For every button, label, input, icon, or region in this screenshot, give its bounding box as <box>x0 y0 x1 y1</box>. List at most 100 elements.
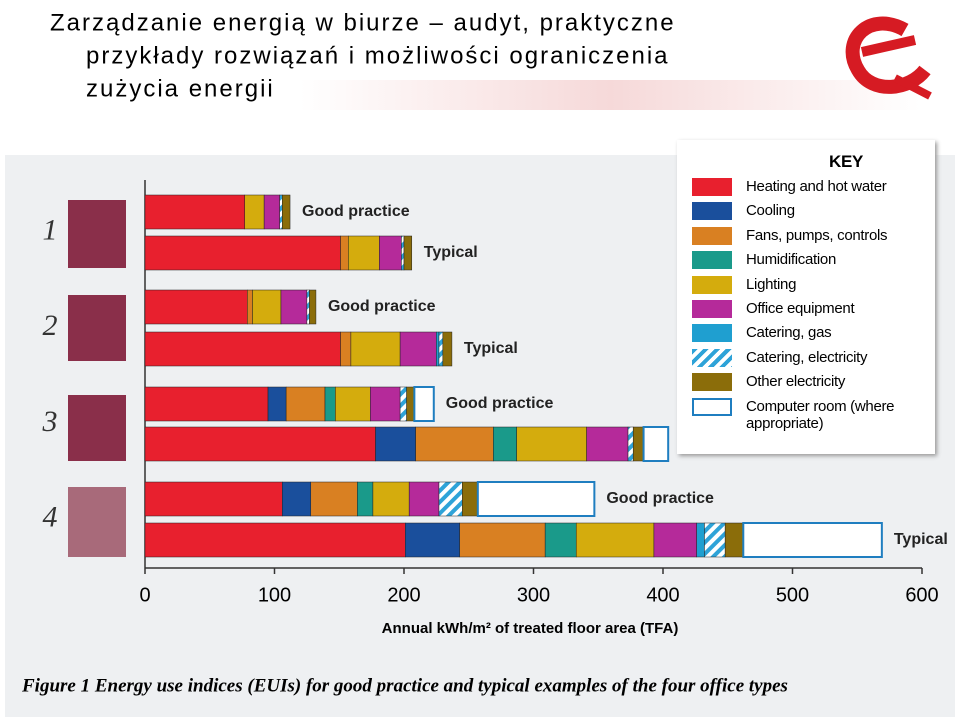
legend-entry: Heating and hot water <box>677 178 935 202</box>
bar-segment <box>144 386 269 422</box>
bar-segment <box>724 522 744 558</box>
legend-swatch <box>692 202 732 221</box>
group-label: 2 <box>43 309 58 342</box>
bar-segment <box>653 522 697 558</box>
legend-entry: Catering, gas <box>677 324 935 348</box>
bar-label: Typical <box>464 340 518 357</box>
x-axis-title: Annual kWh/m² of treated floor area (TFA… <box>382 620 679 637</box>
legend-label: Catering, gas <box>746 324 832 342</box>
bar-segment <box>144 426 376 462</box>
bar-segment <box>742 522 883 558</box>
x-tick-label: 500 <box>776 584 809 606</box>
bar-segment <box>375 426 416 462</box>
bar-segment <box>252 289 282 325</box>
slide-title: zużycia energii <box>86 75 275 102</box>
legend-label: Cooling <box>746 202 795 220</box>
bar-segment <box>632 426 644 462</box>
legend-swatch <box>692 373 732 392</box>
bar-segment <box>348 235 380 271</box>
group-label: 4 <box>43 500 58 533</box>
legend-entry: Cooling <box>677 202 935 226</box>
bar-segment <box>247 289 253 325</box>
header-band <box>300 80 920 110</box>
legend: KEY Heating and hot water Cooling Fans, pum… <box>677 140 935 454</box>
legend-label: Heating and hot water <box>746 178 887 195</box>
legend-swatch <box>692 348 732 367</box>
bar-segment <box>408 481 440 517</box>
legend-label: Office equipment <box>746 299 855 317</box>
bar-label: Good practice <box>328 298 436 315</box>
bar-segment <box>575 522 655 558</box>
legend-label: Fans, pumps, controls <box>746 226 888 244</box>
legend-swatch <box>692 251 732 270</box>
bar-segment <box>436 331 440 367</box>
bar-segment <box>309 289 317 325</box>
bar-segment <box>357 481 374 517</box>
x-tick-label: 300 <box>517 584 550 606</box>
bar-label: Typical <box>424 244 478 261</box>
group-label: 1 <box>43 213 58 246</box>
bar-segment <box>379 235 402 271</box>
bar-segment <box>282 481 312 517</box>
bar-segment <box>144 522 406 558</box>
bar-segment <box>144 194 245 230</box>
bar-segment <box>696 522 705 558</box>
bar-label: Good practice <box>446 395 554 412</box>
bar-segment <box>493 426 517 462</box>
bar-segment <box>406 386 415 422</box>
bar-segment <box>442 331 453 367</box>
bar-segment <box>642 426 670 462</box>
legend-title: KEY <box>828 152 864 171</box>
bar-segment <box>516 426 587 462</box>
x-tick-label: 0 <box>139 584 150 606</box>
legend-entry: Humidification <box>677 251 935 275</box>
bar-segment <box>267 386 287 422</box>
bar-segment <box>340 235 349 271</box>
legend-label: Catering, electricity <box>746 348 868 366</box>
bar-segment <box>279 194 283 230</box>
bar-segment <box>350 331 401 367</box>
x-tick-label: 100 <box>258 584 291 606</box>
legend-swatch <box>692 324 732 343</box>
logo <box>845 16 932 100</box>
bar-segment <box>280 289 308 325</box>
bar-segment <box>704 522 726 558</box>
legend-label: Lighting <box>746 275 797 293</box>
bar-segment <box>285 386 326 422</box>
legend-entry: Office equipment <box>677 299 935 324</box>
bar-segment <box>306 289 310 325</box>
building-icons <box>68 200 126 557</box>
bar-segment <box>399 331 437 367</box>
bar-segment <box>627 426 634 462</box>
bar-segment <box>586 426 629 462</box>
x-tick-label: 400 <box>646 584 679 606</box>
bar-segment <box>438 331 444 367</box>
legend-swatch <box>692 226 732 245</box>
bar-label: Good practice <box>302 203 410 220</box>
bar-segment <box>335 386 371 422</box>
bar-segment <box>413 386 435 422</box>
bar-segment <box>282 194 291 230</box>
legend-swatch <box>692 275 732 294</box>
bar-segment <box>144 235 341 271</box>
legend-entry: Lighting <box>677 275 935 300</box>
legend-entry: Computer room (where appropriate) <box>677 397 935 432</box>
bar-segment <box>544 522 577 558</box>
slide-title: przykłady rozwiązań i możliwości ogranic… <box>86 42 670 69</box>
legend-swatch <box>692 178 732 196</box>
bar-segment <box>372 481 410 517</box>
legend-entry: Fans, pumps, controls <box>677 226 935 251</box>
legend-label: Humidification <box>746 251 837 269</box>
bar-segment <box>310 481 358 517</box>
bar-segment <box>405 522 460 558</box>
x-tick-label: 200 <box>387 584 420 606</box>
bar-segment <box>462 481 479 517</box>
legend-swatch <box>692 299 732 318</box>
bar-segment <box>399 386 407 422</box>
bar-segment <box>476 481 596 517</box>
legend-label: Other electricity <box>746 373 846 391</box>
bar-segment <box>438 481 463 517</box>
bar-label: Good practice <box>606 490 714 507</box>
bar-segment <box>415 426 494 462</box>
